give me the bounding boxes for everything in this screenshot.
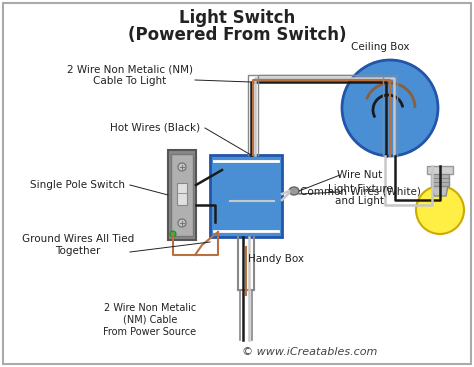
Text: (Powered From Switch): (Powered From Switch) <box>128 26 346 44</box>
Circle shape <box>170 231 176 237</box>
Bar <box>210 155 282 237</box>
Bar <box>427 166 453 174</box>
Circle shape <box>178 163 186 171</box>
Bar <box>431 172 449 186</box>
Polygon shape <box>432 186 448 196</box>
Text: Light Fixture
and Light: Light Fixture and Light <box>328 184 392 206</box>
Bar <box>168 150 196 240</box>
Circle shape <box>416 186 464 234</box>
Text: Single Pole Switch: Single Pole Switch <box>30 180 126 190</box>
Ellipse shape <box>289 187 299 195</box>
Text: Hot Wires (Black): Hot Wires (Black) <box>110 123 200 133</box>
Bar <box>177 183 187 205</box>
Circle shape <box>178 219 186 227</box>
Text: 2 Wire Non Metalic (NM)
Cable To Light: 2 Wire Non Metalic (NM) Cable To Light <box>67 64 193 86</box>
Text: Common Wires (White): Common Wires (White) <box>300 187 420 197</box>
Bar <box>171 154 193 236</box>
Text: 2 Wire Non Metalic
(NM) Cable
From Power Source: 2 Wire Non Metalic (NM) Cable From Power… <box>103 304 197 337</box>
Text: Ground Wires All Tied
Together: Ground Wires All Tied Together <box>22 234 134 256</box>
Circle shape <box>342 60 438 156</box>
Text: Ceiling Box: Ceiling Box <box>351 42 409 52</box>
Text: Wire Nut: Wire Nut <box>337 170 383 180</box>
Text: Handy Box: Handy Box <box>248 254 304 264</box>
Text: Light Switch: Light Switch <box>179 9 295 27</box>
Text: © www.iCreatables.com: © www.iCreatables.com <box>242 347 378 357</box>
